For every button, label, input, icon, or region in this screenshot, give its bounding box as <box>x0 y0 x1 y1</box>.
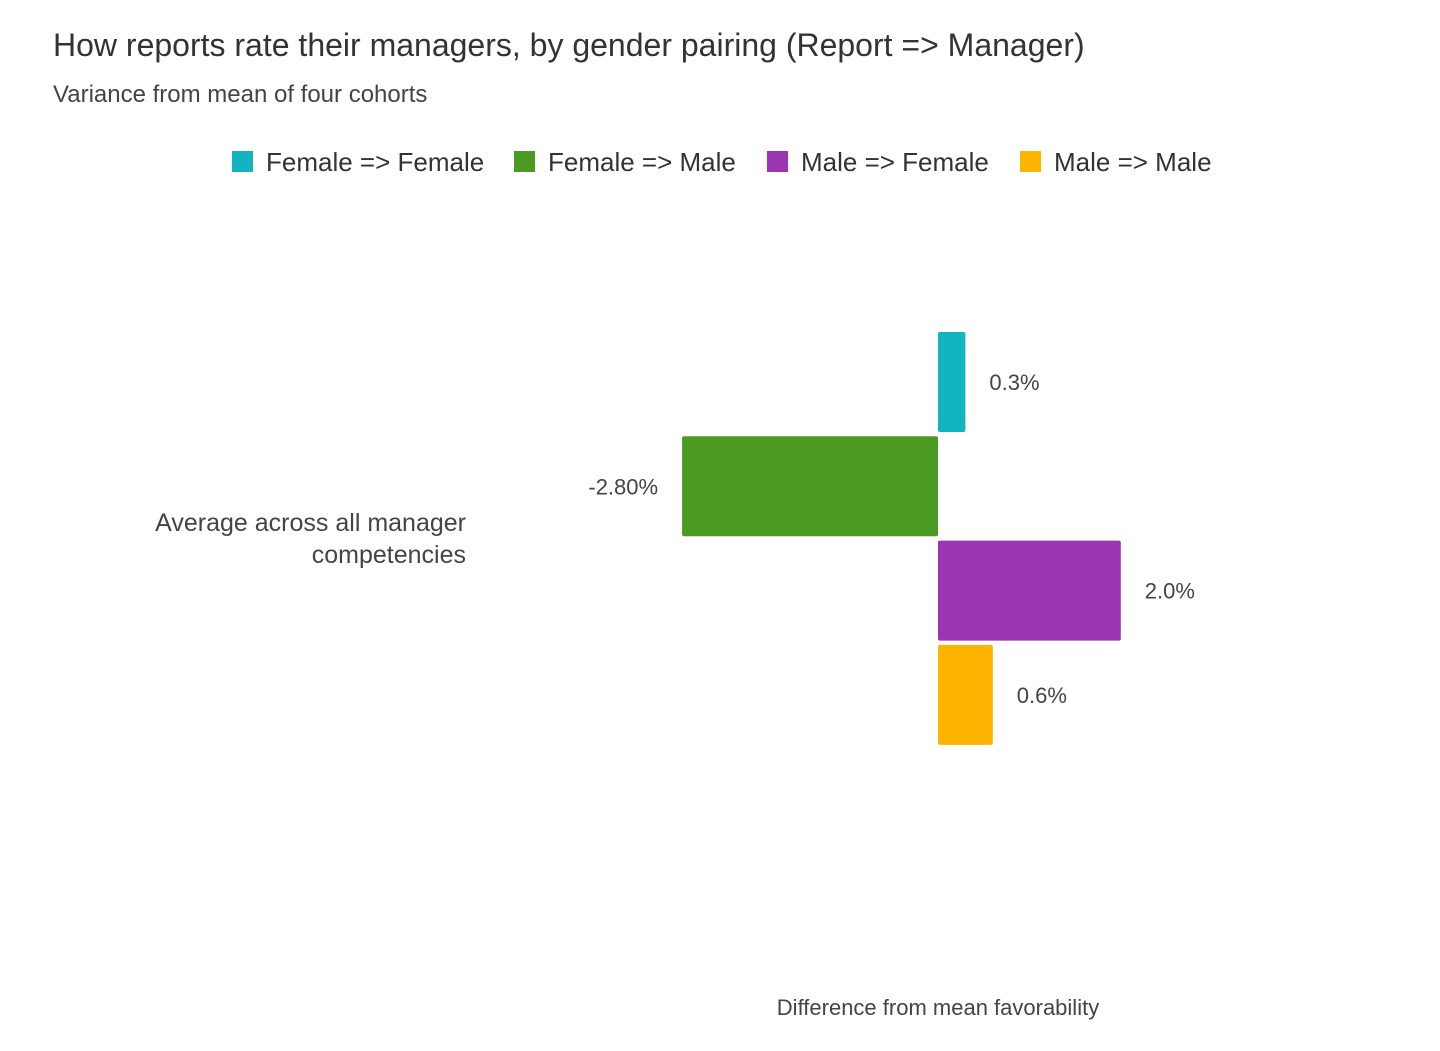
legend-label: Male => Male <box>1054 147 1212 177</box>
chart-subtitle: Variance from mean of four cohorts <box>53 81 427 108</box>
bar-male-male <box>938 644 993 745</box>
data-label: 0.3% <box>989 370 1039 395</box>
legend-label: Female => Male <box>548 147 736 177</box>
data-labels: 0.3% -2.80% 2.0% 0.6% <box>588 370 1195 708</box>
data-label: -2.80% <box>588 474 658 499</box>
category-label-line: Average across all manager <box>155 509 466 537</box>
bar-female-female <box>938 332 966 432</box>
legend-label: Female => Female <box>266 147 484 177</box>
bar-female-male <box>682 436 938 537</box>
category-label: Average across all manager competencies <box>155 509 466 569</box>
chart-title: How reports rate their managers, by gend… <box>53 27 1085 63</box>
bar-male-female <box>938 540 1121 641</box>
legend-swatch <box>514 151 535 172</box>
data-label: 2.0% <box>1145 579 1195 604</box>
data-label: 0.6% <box>1017 683 1067 708</box>
legend-label: Male => Female <box>801 147 989 177</box>
category-label-line: competencies <box>312 541 466 569</box>
legend-swatch <box>232 151 253 172</box>
legend-swatch <box>1020 151 1041 172</box>
x-axis-label: Difference from mean favorability <box>777 995 1099 1020</box>
legend-swatch <box>767 151 788 172</box>
legend: Female => Female Female => Male Male => Fe… <box>232 147 1212 177</box>
bars <box>682 332 1121 745</box>
